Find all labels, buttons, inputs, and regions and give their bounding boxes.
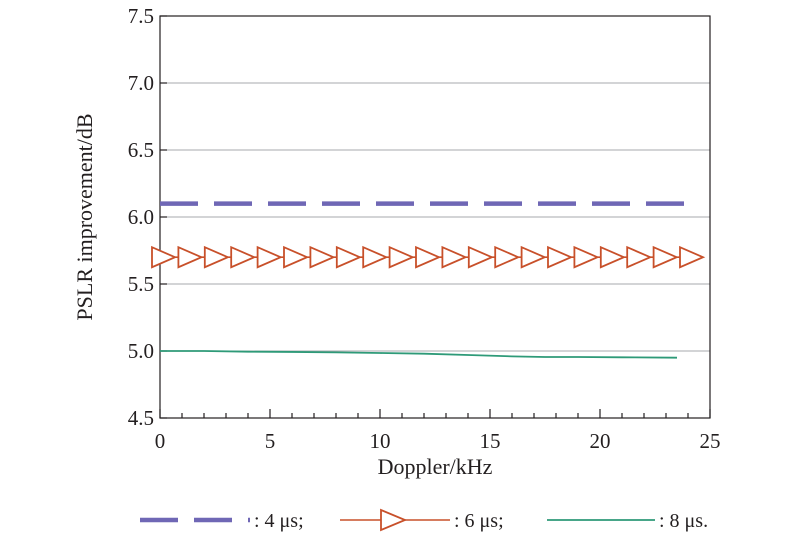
series-point-6us xyxy=(467,245,495,269)
series-point-6us xyxy=(335,245,363,269)
y-tick-label: 5.0 xyxy=(128,339,154,363)
series-point-6us xyxy=(203,245,231,269)
y-tick-label: 4.5 xyxy=(128,406,154,430)
series-point-6us xyxy=(652,245,679,269)
y-axis-label: PSLR improvement/dB xyxy=(72,113,97,320)
legend-label-4us: : 4 μs; xyxy=(254,510,304,532)
series-point-6us xyxy=(151,245,178,269)
series-point-6us xyxy=(599,245,627,269)
series-point-6us xyxy=(388,245,415,269)
y-tick-label: 7.0 xyxy=(128,71,154,95)
series-point-6us xyxy=(520,245,547,269)
series-point-6us xyxy=(415,245,442,269)
x-tick-label: 15 xyxy=(480,429,501,453)
series-point-6us xyxy=(309,245,336,269)
x-tick-label: 20 xyxy=(590,429,611,453)
plot-series xyxy=(151,201,706,359)
series-point-6us xyxy=(256,245,283,269)
x-axis-label: Doppler/kHz xyxy=(378,454,493,479)
y-tick-label: 6.0 xyxy=(128,205,154,229)
x-tick-label: 10 xyxy=(370,429,391,453)
legend: : 4 μs; : 6 μs; : 8 μs. xyxy=(140,508,708,532)
grid xyxy=(160,82,710,352)
series-point-6us xyxy=(494,245,521,269)
x-tick-label: 25 xyxy=(700,429,721,453)
y-tick-label: 5.5 xyxy=(128,272,154,296)
legend-label-8us: : 8 μs. xyxy=(659,510,708,532)
series-point-6us xyxy=(547,245,574,269)
x-tick-label: 5 xyxy=(265,429,276,453)
series-point-6us xyxy=(441,245,468,269)
series-point-6us xyxy=(679,245,706,269)
series-point-6us xyxy=(230,245,257,269)
y-tick-label: 7.5 xyxy=(128,4,154,28)
series-point-6us xyxy=(362,245,389,269)
series-point-6us xyxy=(573,245,600,269)
legend-marker-triangle xyxy=(380,508,408,532)
x-tick-label: 0 xyxy=(155,429,166,453)
series-line-8us xyxy=(160,350,678,359)
legend-label-6us: : 6 μs; xyxy=(454,510,504,532)
series-point-6us xyxy=(626,245,653,269)
y-tick-label: 6.5 xyxy=(128,138,154,162)
y-axis: 4.5 5.0 5.5 6.0 6.5 7.0 7.5 xyxy=(128,4,167,430)
x-axis: 0 5 10 15 20 25 xyxy=(155,409,721,453)
series-point-6us xyxy=(177,245,204,269)
series-point-6us xyxy=(283,245,310,269)
